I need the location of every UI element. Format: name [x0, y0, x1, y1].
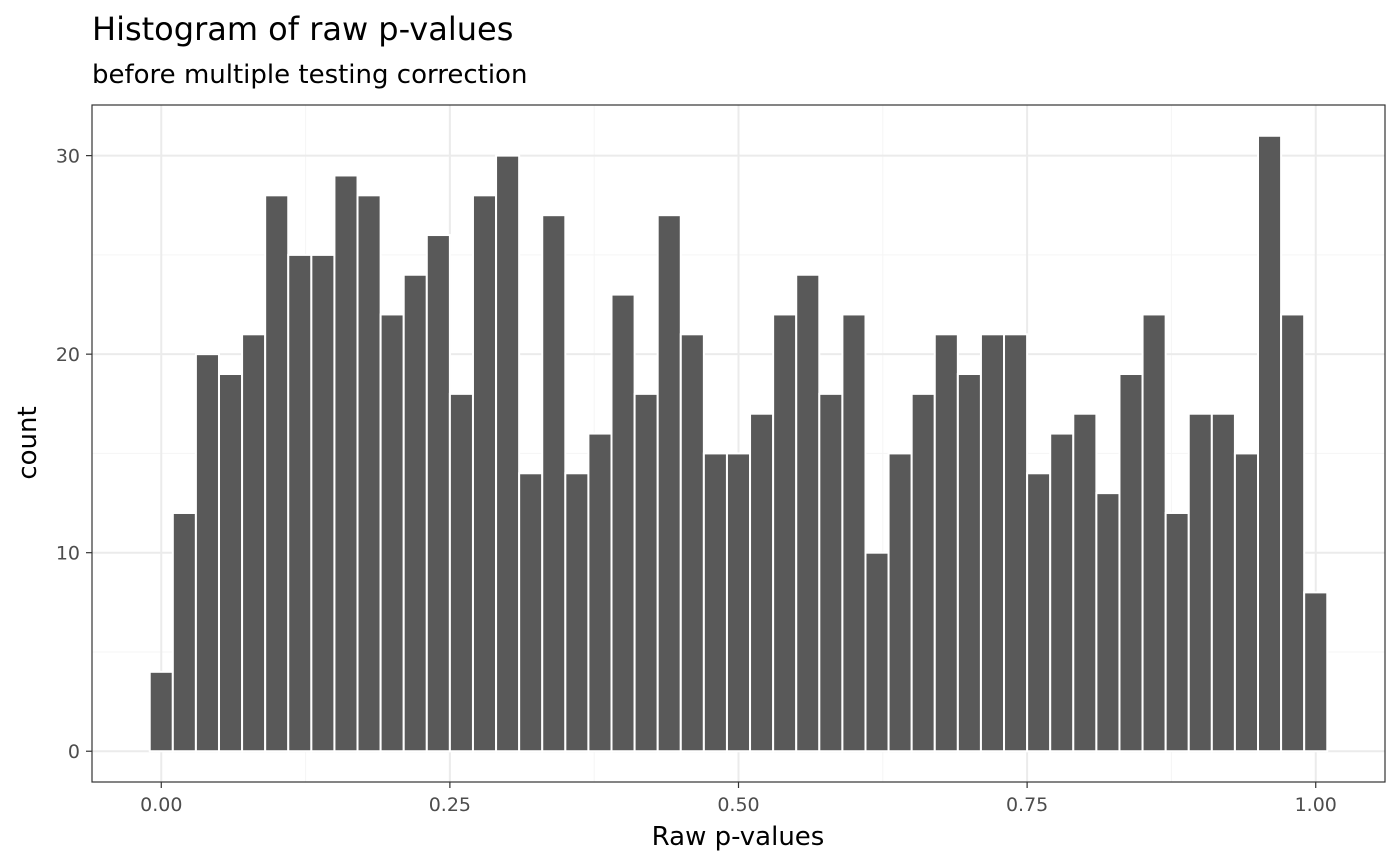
histogram-bar [402, 273, 428, 753]
x-tick-label: 0.75 [1006, 794, 1048, 816]
histogram-bar [772, 313, 798, 753]
histogram-bar [541, 214, 567, 753]
histogram-bar [1026, 472, 1052, 753]
y-axis-title: count [13, 406, 43, 479]
x-tick-label: 0.00 [140, 794, 182, 816]
histogram-bar [633, 392, 659, 753]
histogram-bar [1118, 373, 1144, 753]
histogram-bar [1095, 492, 1121, 753]
histogram-bar [725, 452, 752, 753]
histogram-bar [194, 353, 220, 753]
histogram-bar [264, 194, 290, 753]
histogram-bar [1072, 412, 1098, 753]
x-tick-label: 0.25 [429, 794, 471, 816]
histogram-bar [1003, 333, 1029, 753]
histogram-bar [471, 194, 498, 753]
histogram-bars [148, 134, 1329, 753]
histogram-bar [1257, 134, 1283, 753]
histogram-bar [795, 273, 821, 753]
histogram-bar [702, 452, 728, 753]
y-tick-label: 0 [68, 741, 80, 763]
histogram-bar [564, 472, 590, 753]
histogram-bar [1049, 432, 1075, 753]
histogram-bar [979, 333, 1006, 753]
histogram-bar [217, 373, 244, 753]
histogram-bar [933, 333, 959, 753]
y-axis-ticks: 0 10 20 30 [56, 146, 92, 763]
y-tick-label: 20 [56, 344, 80, 366]
histogram-bar [679, 333, 705, 753]
histogram-bar [864, 551, 890, 753]
histogram-bar [818, 392, 844, 753]
x-axis-title: Raw p-values [652, 822, 825, 852]
x-tick-label: 0.50 [717, 794, 759, 816]
chart-title: Histogram of raw p-values [92, 10, 513, 48]
y-tick-label: 30 [56, 146, 80, 168]
histogram-bar [1303, 591, 1329, 753]
histogram-bar [1233, 452, 1260, 753]
histogram-bar [910, 392, 936, 753]
histogram-bar [171, 511, 197, 753]
histogram-bar [148, 670, 174, 753]
histogram-bar [448, 392, 474, 753]
y-tick-label: 10 [56, 543, 80, 565]
histogram-bar [425, 234, 451, 753]
histogram-bar [1187, 412, 1213, 753]
histogram-bar [1141, 313, 1167, 753]
histogram-bar [356, 194, 382, 753]
histogram-bar [610, 293, 636, 753]
histogram-bar [887, 452, 913, 753]
histogram-bar [656, 214, 682, 753]
histogram-bar [956, 373, 982, 753]
histogram-bar [241, 333, 267, 753]
histogram-bar [1280, 313, 1306, 753]
x-axis-ticks: 0.00 0.25 0.50 0.75 1.00 [140, 782, 1337, 816]
histogram-bar [495, 154, 521, 753]
histogram-bar [1210, 412, 1236, 753]
histogram-bar [379, 313, 405, 753]
chart-subtitle: before multiple testing correction [92, 60, 527, 90]
x-tick-label: 1.00 [1295, 794, 1337, 816]
histogram-bar [287, 253, 313, 753]
histogram-bar [310, 253, 336, 753]
histogram-bar [841, 313, 867, 753]
histogram-bar [333, 174, 359, 753]
histogram-bar [749, 412, 775, 753]
histogram-bar [587, 432, 613, 753]
histogram-bar [1164, 511, 1190, 753]
histogram-bar [518, 472, 544, 753]
